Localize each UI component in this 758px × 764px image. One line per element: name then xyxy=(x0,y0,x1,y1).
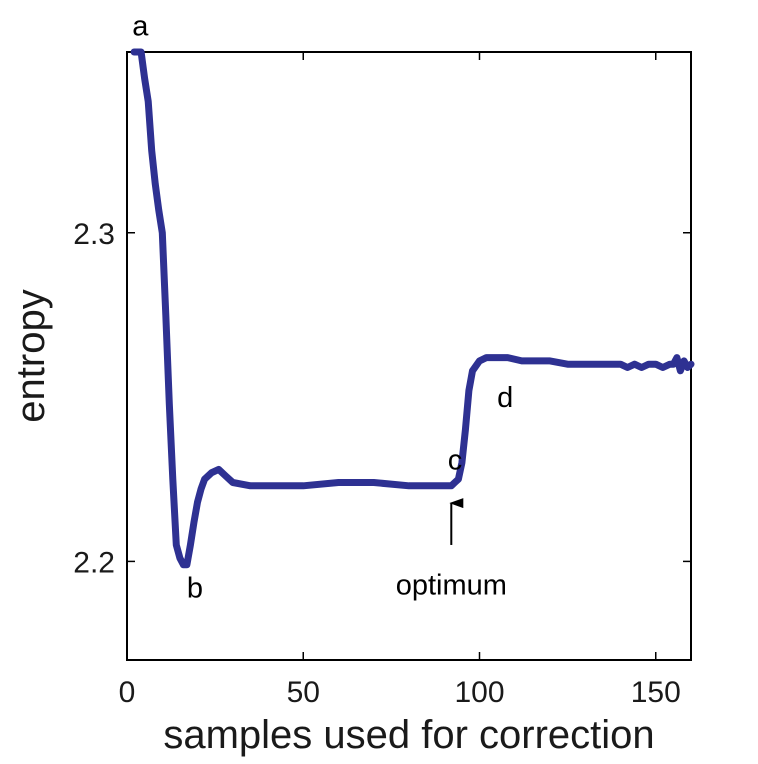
point-annotation-d: d xyxy=(497,382,513,414)
x-tick-label: 0 xyxy=(119,676,136,709)
point-annotation-a: a xyxy=(132,11,149,43)
y-tick-label: 2.3 xyxy=(73,218,115,251)
optimum-annotation: optimum xyxy=(396,569,507,601)
point-annotation-b: b xyxy=(187,573,203,605)
x-tick-label: 50 xyxy=(287,676,320,709)
y-axis-label: entropy xyxy=(9,289,53,422)
x-axis-label: samples used for correction xyxy=(163,713,654,757)
point-annotation-c: c xyxy=(448,444,463,476)
x-tick-label: 150 xyxy=(631,676,681,709)
plot-frame xyxy=(126,51,692,661)
y-tick-label: 2.2 xyxy=(73,546,115,579)
x-tick-label: 100 xyxy=(454,676,504,709)
entropy-series-line xyxy=(130,48,695,569)
ticks-layer: 0 50 100 150 2.2 2.3 xyxy=(73,52,691,709)
annotations-layer: a b c d optimum xyxy=(132,11,513,605)
